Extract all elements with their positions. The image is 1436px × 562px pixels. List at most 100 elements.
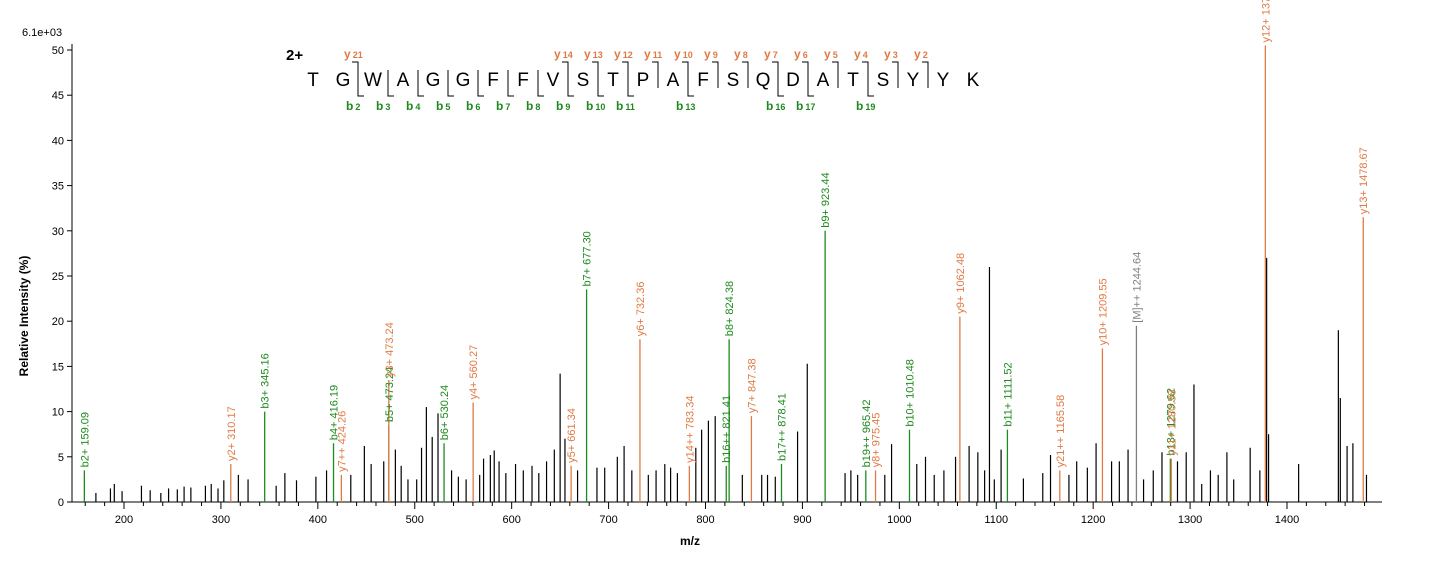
b-fragment-label: b 19 [856,99,875,113]
b-fragment-label: b 16 [766,99,785,113]
y-tick-label: 0 [58,497,64,509]
residue-10: S [577,70,590,91]
x-tick-label: 1200 [1081,514,1105,526]
intensity-scale-label: 6.1e+03 [22,27,62,39]
residue-14: F [697,70,709,91]
residue-5: G [426,70,441,91]
residue-17: D [786,70,800,91]
peak-label: b16++ 821.41 [721,395,733,463]
peak-label: y7++ 424.26 [336,411,348,472]
peak-label: b3+ 345.16 [260,353,272,408]
residue-3: W [364,70,382,91]
peak-label: b2+ 159.09 [79,412,91,467]
residue-18: A [817,70,830,91]
residue-12: P [637,70,650,91]
peak-label: y6+ 732.36 [635,282,647,337]
y-fragment-bracket [772,61,779,88]
peptide-annotation: 2+ T G W A G G F F V S T P A F S Q D A T S Y Y Ky 21 y 14 y 13 y 12 y 1… [286,47,980,113]
residue-9: V [547,70,560,91]
y-tick-label: 45 [52,90,64,102]
peak-label: y7+ 847.38 [746,358,758,413]
b-fragment-bracket [777,70,784,97]
peak-label: y8+ 975.45 [871,413,883,468]
y-fragment-bracket [682,61,689,88]
b-fragment-bracket [597,70,604,97]
y-tick-label: 40 [52,135,64,147]
residue-2: G [336,70,351,91]
y-tick-label: 35 [52,181,64,193]
y-fragment-bracket [622,61,629,88]
b-fragment-bracket [807,70,814,97]
y-fragment-bracket [712,61,719,88]
peak-label: y5+ 661.34 [566,408,578,463]
y-tick-label: 10 [52,407,64,419]
peak-label: y11+ 1280.58 [1166,389,1178,455]
b-fragment-label: b 11 [616,99,635,113]
y-fragment-label: y 12 [614,47,633,61]
y-fragment-bracket [562,61,569,88]
residue-19: T [847,70,859,91]
b-fragment-bracket [867,70,874,97]
y-tick-label: 20 [52,316,64,328]
y-tick-label: 5 [58,452,64,464]
x-tick-label: 600 [502,514,520,526]
y-fragment-bracket [352,61,359,88]
x-tick-label: 1100 [984,514,1008,526]
peak-label: b17++ 878.41 [776,393,788,461]
charge-state-label: 2+ [286,47,303,64]
residue-22: Y [937,70,950,91]
y-fragment-label: y 13 [584,47,603,61]
residue-20: S [877,70,890,91]
residue-6: G [456,70,471,91]
b-fragment-label: b 13 [676,99,695,113]
peak-label: b6+ 530.24 [439,385,451,440]
peak-label: y4+ 560.27 [468,345,480,400]
peak-label: b11+ 1111.52 [1002,362,1014,426]
y-tick-label: 15 [52,361,64,373]
b-fragment-label: b 10 [586,99,605,113]
x-tick-label: 800 [696,514,714,526]
x-tick-label: 200 [115,514,133,526]
b-fragment-bracket [417,70,424,97]
b-fragment-bracket [627,70,634,97]
peak-series [83,45,1368,502]
y-axis: 0 5 10 15 20 25 30 35 40 45 50 [52,44,73,509]
residue-15: S [727,70,740,91]
peak-label: b19++ 965.42 [861,399,873,467]
x-tick-label: 500 [406,514,424,526]
y-fragment-label: y 21 [344,47,363,61]
x-tick-label: 300 [212,514,230,526]
residue-21: Y [907,70,920,91]
peak-label: b9+ 923.44 [820,172,832,227]
residue-23: K [967,70,980,91]
b-fragment-bracket [387,70,394,97]
y-fragment-label: y 14 [554,47,573,61]
y-fragment-label: y 10 [674,47,693,61]
y-fragment-bracket [892,61,899,88]
peak-label: b13+ 1279.62 [1165,388,1177,456]
x-tick-label: 1400 [1275,514,1299,526]
peak-labels: b2+ 159.09 y2+ 310.17 b3+ 345.16 b4+ 416.19… [79,0,1370,472]
y-fragment-label: y 11 [644,47,662,61]
y-tick-label: 25 [52,271,64,283]
y-tick-label: 50 [52,45,64,57]
y-fragment-bracket [652,61,659,88]
y-fragment-bracket [802,61,809,88]
residue-1: T [307,70,319,91]
b-fragment-label: b 17 [796,99,815,113]
peak-label: y12+ 1377.64 [1260,0,1272,42]
residue-8: F [517,70,529,91]
peak-label: y3+ 473.24 [384,322,396,377]
peak-label: b10+ 1010.48 [904,359,916,427]
